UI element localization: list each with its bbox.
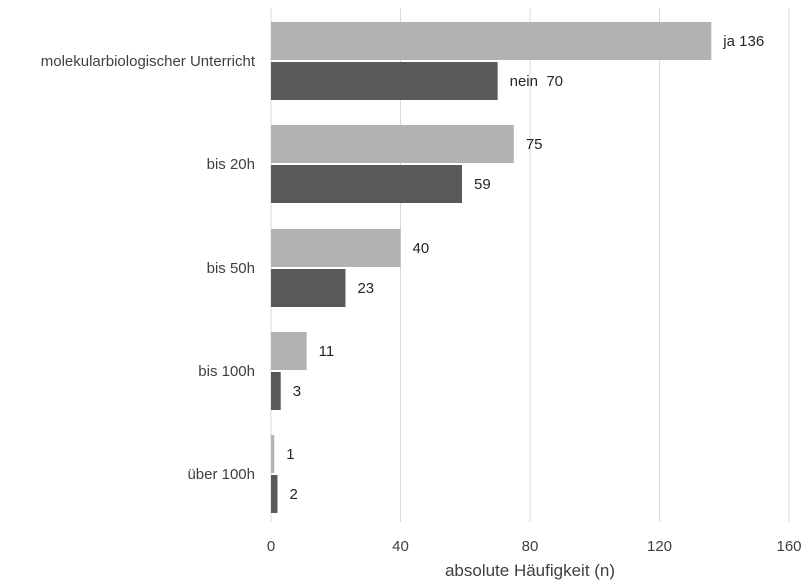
x-axis-title: absolute Häufigkeit (n) bbox=[445, 561, 615, 580]
bar bbox=[271, 435, 275, 473]
bar bbox=[271, 229, 401, 267]
data-label: 75 bbox=[526, 136, 543, 153]
category-labels: molekularbiologischer Unterricht bis 20h b… bbox=[41, 53, 256, 483]
data-label: nein 70 bbox=[510, 73, 563, 90]
category-label: über 100h bbox=[187, 466, 255, 483]
data-label: 3 bbox=[293, 383, 301, 400]
category-label: bis 20h bbox=[207, 156, 255, 173]
bar bbox=[271, 332, 307, 370]
x-tick-label: 0 bbox=[267, 538, 275, 555]
x-tick-label: 160 bbox=[776, 538, 801, 555]
x-tick-label: 80 bbox=[522, 538, 539, 555]
x-tick-label: 120 bbox=[647, 538, 672, 555]
data-labels: ja 136 nein 70 75 59 40 23 11 3 1 2 bbox=[286, 33, 764, 503]
data-label: 11 bbox=[319, 343, 335, 360]
bar bbox=[271, 125, 514, 163]
bar bbox=[271, 475, 278, 513]
data-label: 59 bbox=[474, 176, 491, 193]
bar bbox=[271, 22, 712, 60]
bar bbox=[271, 62, 498, 100]
category-label: bis 100h bbox=[198, 363, 255, 380]
data-label: 40 bbox=[413, 240, 430, 257]
data-label: 23 bbox=[357, 280, 374, 297]
data-label: ja 136 bbox=[722, 33, 764, 50]
bar bbox=[271, 165, 463, 203]
data-label: 1 bbox=[286, 446, 294, 463]
bar bbox=[271, 372, 281, 410]
category-label: molekularbiologischer Unterricht bbox=[41, 53, 256, 70]
category-label: bis 50h bbox=[207, 260, 255, 277]
bars bbox=[271, 22, 712, 513]
bar bbox=[271, 269, 346, 307]
x-tick-label: 40 bbox=[392, 538, 409, 555]
data-label: 2 bbox=[289, 486, 297, 503]
x-tick-labels: 0 40 80 120 160 bbox=[267, 538, 802, 555]
